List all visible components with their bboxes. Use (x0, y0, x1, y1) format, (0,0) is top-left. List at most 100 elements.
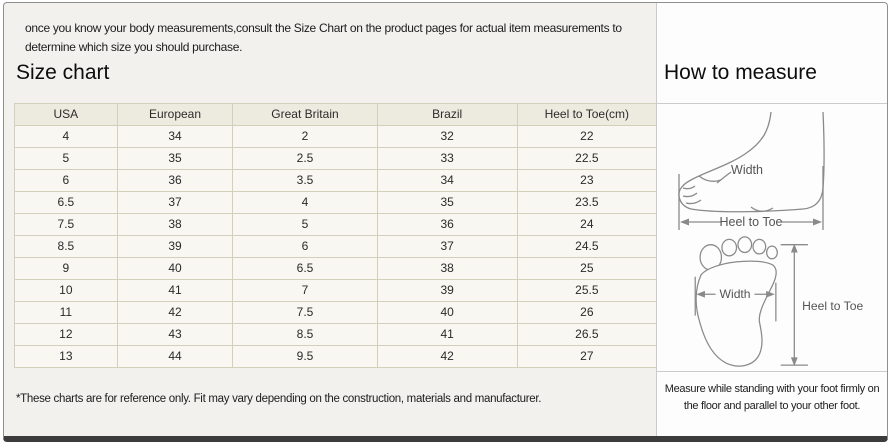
cell: 39 (376, 279, 518, 302)
cell: 8.5 (232, 323, 378, 346)
measurement-diagrams: Width Heel to Toe Width (657, 103, 887, 372)
cell: 36 (116, 169, 234, 192)
foot-side-view-diagram: Width Heel to Toe (678, 111, 825, 230)
size-chart-table: USA European Great Britain Brazil Heel to To… (14, 103, 658, 368)
cell: 4 (232, 191, 378, 214)
cell: 26.5 (516, 323, 658, 346)
foot-side-sole-arc (750, 206, 774, 212)
cell: 26 (516, 301, 658, 324)
cell: 6 (232, 235, 378, 258)
size-table-header: USA European Great Britain Brazil Heel to To… (14, 103, 658, 126)
cell: 33 (376, 147, 518, 170)
cell: 38 (116, 213, 234, 236)
cell: 11 (14, 301, 118, 324)
measure-instruction: Measure while standing with your foot fi… (664, 383, 880, 413)
cell: 5 (14, 147, 118, 170)
cell: 8.5 (14, 235, 118, 258)
cell: 41 (376, 323, 518, 346)
content-frame: once you know your body measurements,con… (3, 2, 888, 442)
toe (737, 236, 753, 254)
cell: 42 (376, 345, 518, 368)
cell: 38 (376, 257, 518, 280)
arrow-left-icon (696, 290, 705, 298)
cell: 40 (376, 301, 518, 324)
cell: 22 (516, 125, 658, 148)
column-header: Heel to Toe(cm) (516, 103, 658, 126)
width-pointer-line (716, 171, 732, 184)
cell: 2.5 (232, 147, 378, 170)
foot-side-toes (682, 185, 702, 205)
toe (752, 238, 767, 255)
cell: 24 (516, 213, 658, 236)
table-row: 13 44 9.5 42 27 (14, 345, 658, 368)
side-heel-to-toe-label: Heel to Toe (719, 215, 782, 229)
footprint-outline (695, 260, 777, 367)
cell: 27 (516, 345, 658, 368)
column-header: USA (14, 103, 118, 126)
table-row: 7.5 38 5 36 24 (14, 213, 658, 236)
cell: 32 (376, 125, 518, 148)
reference-footnote: *These charts are for reference only. Fi… (16, 393, 542, 405)
cell: 3.5 (232, 169, 378, 192)
cell: 40 (116, 257, 234, 280)
column-header: Brazil (376, 103, 518, 126)
cell: 34 (376, 169, 518, 192)
width-end-lines (694, 276, 777, 322)
cell: 6.5 (232, 257, 378, 280)
arrow-left-icon (680, 218, 689, 226)
cell: 35 (376, 191, 518, 214)
cell: 6 (14, 169, 118, 192)
cell: 4 (14, 125, 118, 148)
cell: 12 (14, 323, 118, 346)
column-header: Great Britain (232, 103, 378, 126)
cell: 10 (14, 279, 118, 302)
table-row: 9 40 6.5 38 25 (14, 257, 658, 280)
foot-side-knuckle-arc (698, 175, 722, 182)
table-row: 6 36 3.5 34 23 (14, 169, 658, 192)
cell: 34 (116, 125, 234, 148)
cell: 9.5 (232, 345, 378, 368)
cell: 22.5 (516, 147, 658, 170)
how-to-measure-title: How to measure (664, 61, 817, 84)
cell: 43 (116, 323, 234, 346)
cell: 7 (232, 279, 378, 302)
foot-side-outline (678, 111, 825, 213)
cell: 7.5 (14, 213, 118, 236)
table-row: 5 35 2.5 33 22.5 (14, 147, 658, 170)
table-row: 6.5 37 4 35 23.5 (14, 191, 658, 214)
foot-top-view-diagram: Width Heel to Toe (694, 236, 863, 367)
table-row: 4 34 2 32 22 (14, 125, 658, 148)
cell: 44 (116, 345, 234, 368)
cell: 2 (232, 125, 378, 148)
cell: 25 (516, 257, 658, 280)
table-row: 10 41 7 39 25.5 (14, 279, 658, 302)
cell: 23 (516, 169, 658, 192)
cell: 23.5 (516, 191, 658, 214)
size-chart-title: Size chart (16, 61, 110, 84)
cell: 7.5 (232, 301, 378, 324)
arrow-down-icon (790, 357, 798, 367)
cell: 25.5 (516, 279, 658, 302)
top-width-label: Width (720, 287, 751, 301)
table-row: 11 42 7.5 40 26 (14, 301, 658, 324)
arrow-right-icon (766, 290, 775, 298)
side-width-label: Width (731, 163, 763, 177)
toe (721, 238, 738, 257)
cell: 42 (116, 301, 234, 324)
size-table-body: 4 34 2 32 22 5 35 2.5 33 22.5 6 36 3.5 34 23 6.5 37 4 35 23… (14, 125, 658, 368)
cell: 37 (376, 235, 518, 258)
table-row: 12 43 8.5 41 26.5 (14, 323, 658, 346)
column-header: European (116, 103, 234, 126)
cell: 37 (116, 191, 234, 214)
cell: 41 (116, 279, 234, 302)
arrow-right-icon (813, 218, 822, 226)
cell: 13 (14, 345, 118, 368)
how-to-measure-panel: How to measure Width Heel to Toe (656, 3, 887, 436)
cell: 39 (116, 235, 234, 258)
arrow-up-icon (790, 243, 798, 253)
cell: 35 (116, 147, 234, 170)
cell: 5 (232, 213, 378, 236)
cell: 9 (14, 257, 118, 280)
toe (765, 245, 778, 260)
